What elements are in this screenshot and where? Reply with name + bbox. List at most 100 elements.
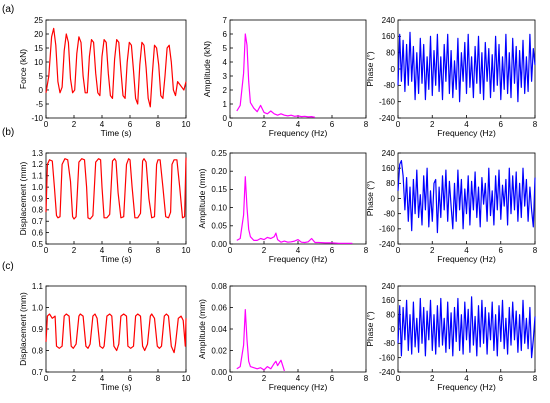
y-tick-label: 0	[391, 194, 396, 203]
x-tick-label: 8	[533, 246, 538, 255]
y-axis-label: Phase (°)	[365, 311, 375, 347]
x-tick-label: 6	[499, 120, 504, 129]
y-tick-label: 5	[39, 72, 44, 81]
panel-a-phase: 0 2 4 6 8 -240 -160 -80 0 80 160 240 Frequency (Hz) P…	[365, 16, 538, 138]
x-tick-label: 6	[330, 374, 335, 383]
y-tick-label: -160	[379, 225, 396, 234]
y-tick-label: 0.7	[32, 217, 44, 226]
x-tick-label: 8	[533, 374, 538, 383]
y-tick-label: -80	[383, 209, 395, 218]
x-tick-label: 0	[44, 374, 49, 383]
plot-frame	[45, 285, 187, 373]
y-tick-label: 0	[39, 86, 44, 95]
x-tick-label: 6	[499, 374, 504, 383]
y-tick-label: 80	[386, 48, 395, 57]
x-axis-label: Frequency (Hz)	[269, 382, 328, 392]
y-tick-label: 5	[223, 44, 228, 53]
y-tick-label: 1	[223, 100, 228, 109]
y-tick-label: 0.25	[211, 149, 227, 158]
x-axis-label: Frequency (Hz)	[269, 128, 328, 138]
y-tick-label: 0.06	[211, 303, 227, 312]
y-axis-label: Phase (°)	[365, 181, 375, 217]
y-tick-label: 15	[34, 44, 43, 53]
x-tick-label: 2	[430, 374, 435, 383]
y-tick-label: 1.0	[32, 183, 44, 192]
x-tick-label: 2	[430, 246, 435, 255]
series-line-c-amp-0	[236, 309, 285, 372]
y-tick-label: 0.6	[32, 228, 44, 237]
x-tick-label: 0	[44, 120, 49, 129]
y-tick-label: -240	[379, 240, 396, 249]
x-tick-label: 10	[182, 120, 191, 129]
x-tick-label: 6	[330, 246, 335, 255]
y-tick-label: 6	[223, 30, 228, 39]
y-tick-label: 25	[34, 16, 43, 25]
x-tick-label: 4	[296, 246, 301, 255]
series-line-b-phase-0	[397, 160, 536, 234]
x-tick-label: 2	[262, 374, 267, 383]
x-tick-label: 4	[464, 120, 469, 129]
y-tick-label: 2	[223, 86, 228, 95]
x-tick-label: 6	[330, 120, 335, 129]
x-tick-label: 2	[72, 246, 77, 255]
y-axis-label: Phase (°)	[365, 51, 375, 87]
x-tick-label: 0	[396, 374, 401, 383]
x-tick-label: 8	[364, 374, 369, 383]
y-tick-label: 0.00	[211, 368, 227, 377]
series-line-a-time-0	[45, 27, 187, 108]
series-line-b-time-0	[45, 157, 187, 220]
x-tick-label: 0	[396, 246, 401, 255]
y-tick-label: -240	[379, 114, 396, 123]
row-label-a: (a)	[2, 4, 14, 15]
y-tick-label: 240	[382, 149, 396, 158]
x-axis-label: Frequency (Hz)	[269, 254, 328, 264]
y-tick-label: 0.00	[211, 240, 227, 249]
plot-frame	[229, 285, 367, 373]
y-tick-label: 160	[382, 32, 396, 41]
x-tick-label: 4	[296, 374, 301, 383]
x-tick-label: 4	[100, 120, 105, 129]
y-tick-label: -10	[31, 114, 43, 123]
y-tick-label: 0.08	[211, 282, 227, 291]
y-tick-label: 240	[382, 282, 396, 291]
x-tick-label: 6	[128, 120, 133, 129]
panel-b-amp: 0 2 4 6 8 0.00 0.05 0.10 0.15 0.20 0.25 Frequency (…	[197, 149, 369, 264]
y-tick-label: 0.5	[32, 240, 44, 249]
y-tick-label: -240	[379, 368, 396, 377]
plot-frame	[229, 152, 367, 245]
y-tick-label: 0.9	[32, 194, 44, 203]
y-tick-label: 1.2	[32, 160, 44, 169]
plot-frame	[45, 19, 187, 119]
series-line-a-amp-0	[236, 33, 316, 118]
x-tick-label: 2	[262, 246, 267, 255]
y-tick-label: 20	[34, 30, 43, 39]
y-tick-label: 1.1	[32, 282, 44, 291]
x-tick-label: 6	[499, 246, 504, 255]
x-axis-label: Frequency (Hz)	[437, 382, 496, 392]
x-tick-label: 4	[100, 374, 105, 383]
x-axis-label: Time (s)	[101, 382, 132, 392]
y-axis-label: Force (kN)	[18, 49, 28, 89]
y-tick-label: 0.9	[32, 325, 44, 334]
y-axis-label: Displacement (mm)	[18, 161, 28, 235]
series-line-c-phase-0	[397, 296, 536, 359]
y-tick-label: -5	[36, 100, 44, 109]
series-line-a-phase-0	[397, 31, 536, 103]
y-tick-label: 0.02	[211, 346, 227, 355]
y-axis-label: Displacement (mm)	[18, 292, 28, 366]
x-tick-label: 4	[100, 246, 105, 255]
y-tick-label: 4	[223, 58, 228, 67]
x-axis-label: Frequency (Hz)	[437, 254, 496, 264]
y-tick-label: -160	[379, 353, 396, 362]
row-label-c: (c)	[2, 261, 14, 272]
x-axis-label: Time (s)	[101, 128, 132, 138]
y-axis-label: Amplitude (mm)	[197, 168, 207, 228]
y-tick-label: 1.3	[32, 149, 44, 158]
y-tick-label: 0	[391, 65, 396, 74]
y-tick-label: -80	[383, 339, 395, 348]
x-tick-label: 0	[396, 120, 401, 129]
x-tick-label: 8	[156, 374, 161, 383]
x-tick-label: 8	[156, 120, 161, 129]
